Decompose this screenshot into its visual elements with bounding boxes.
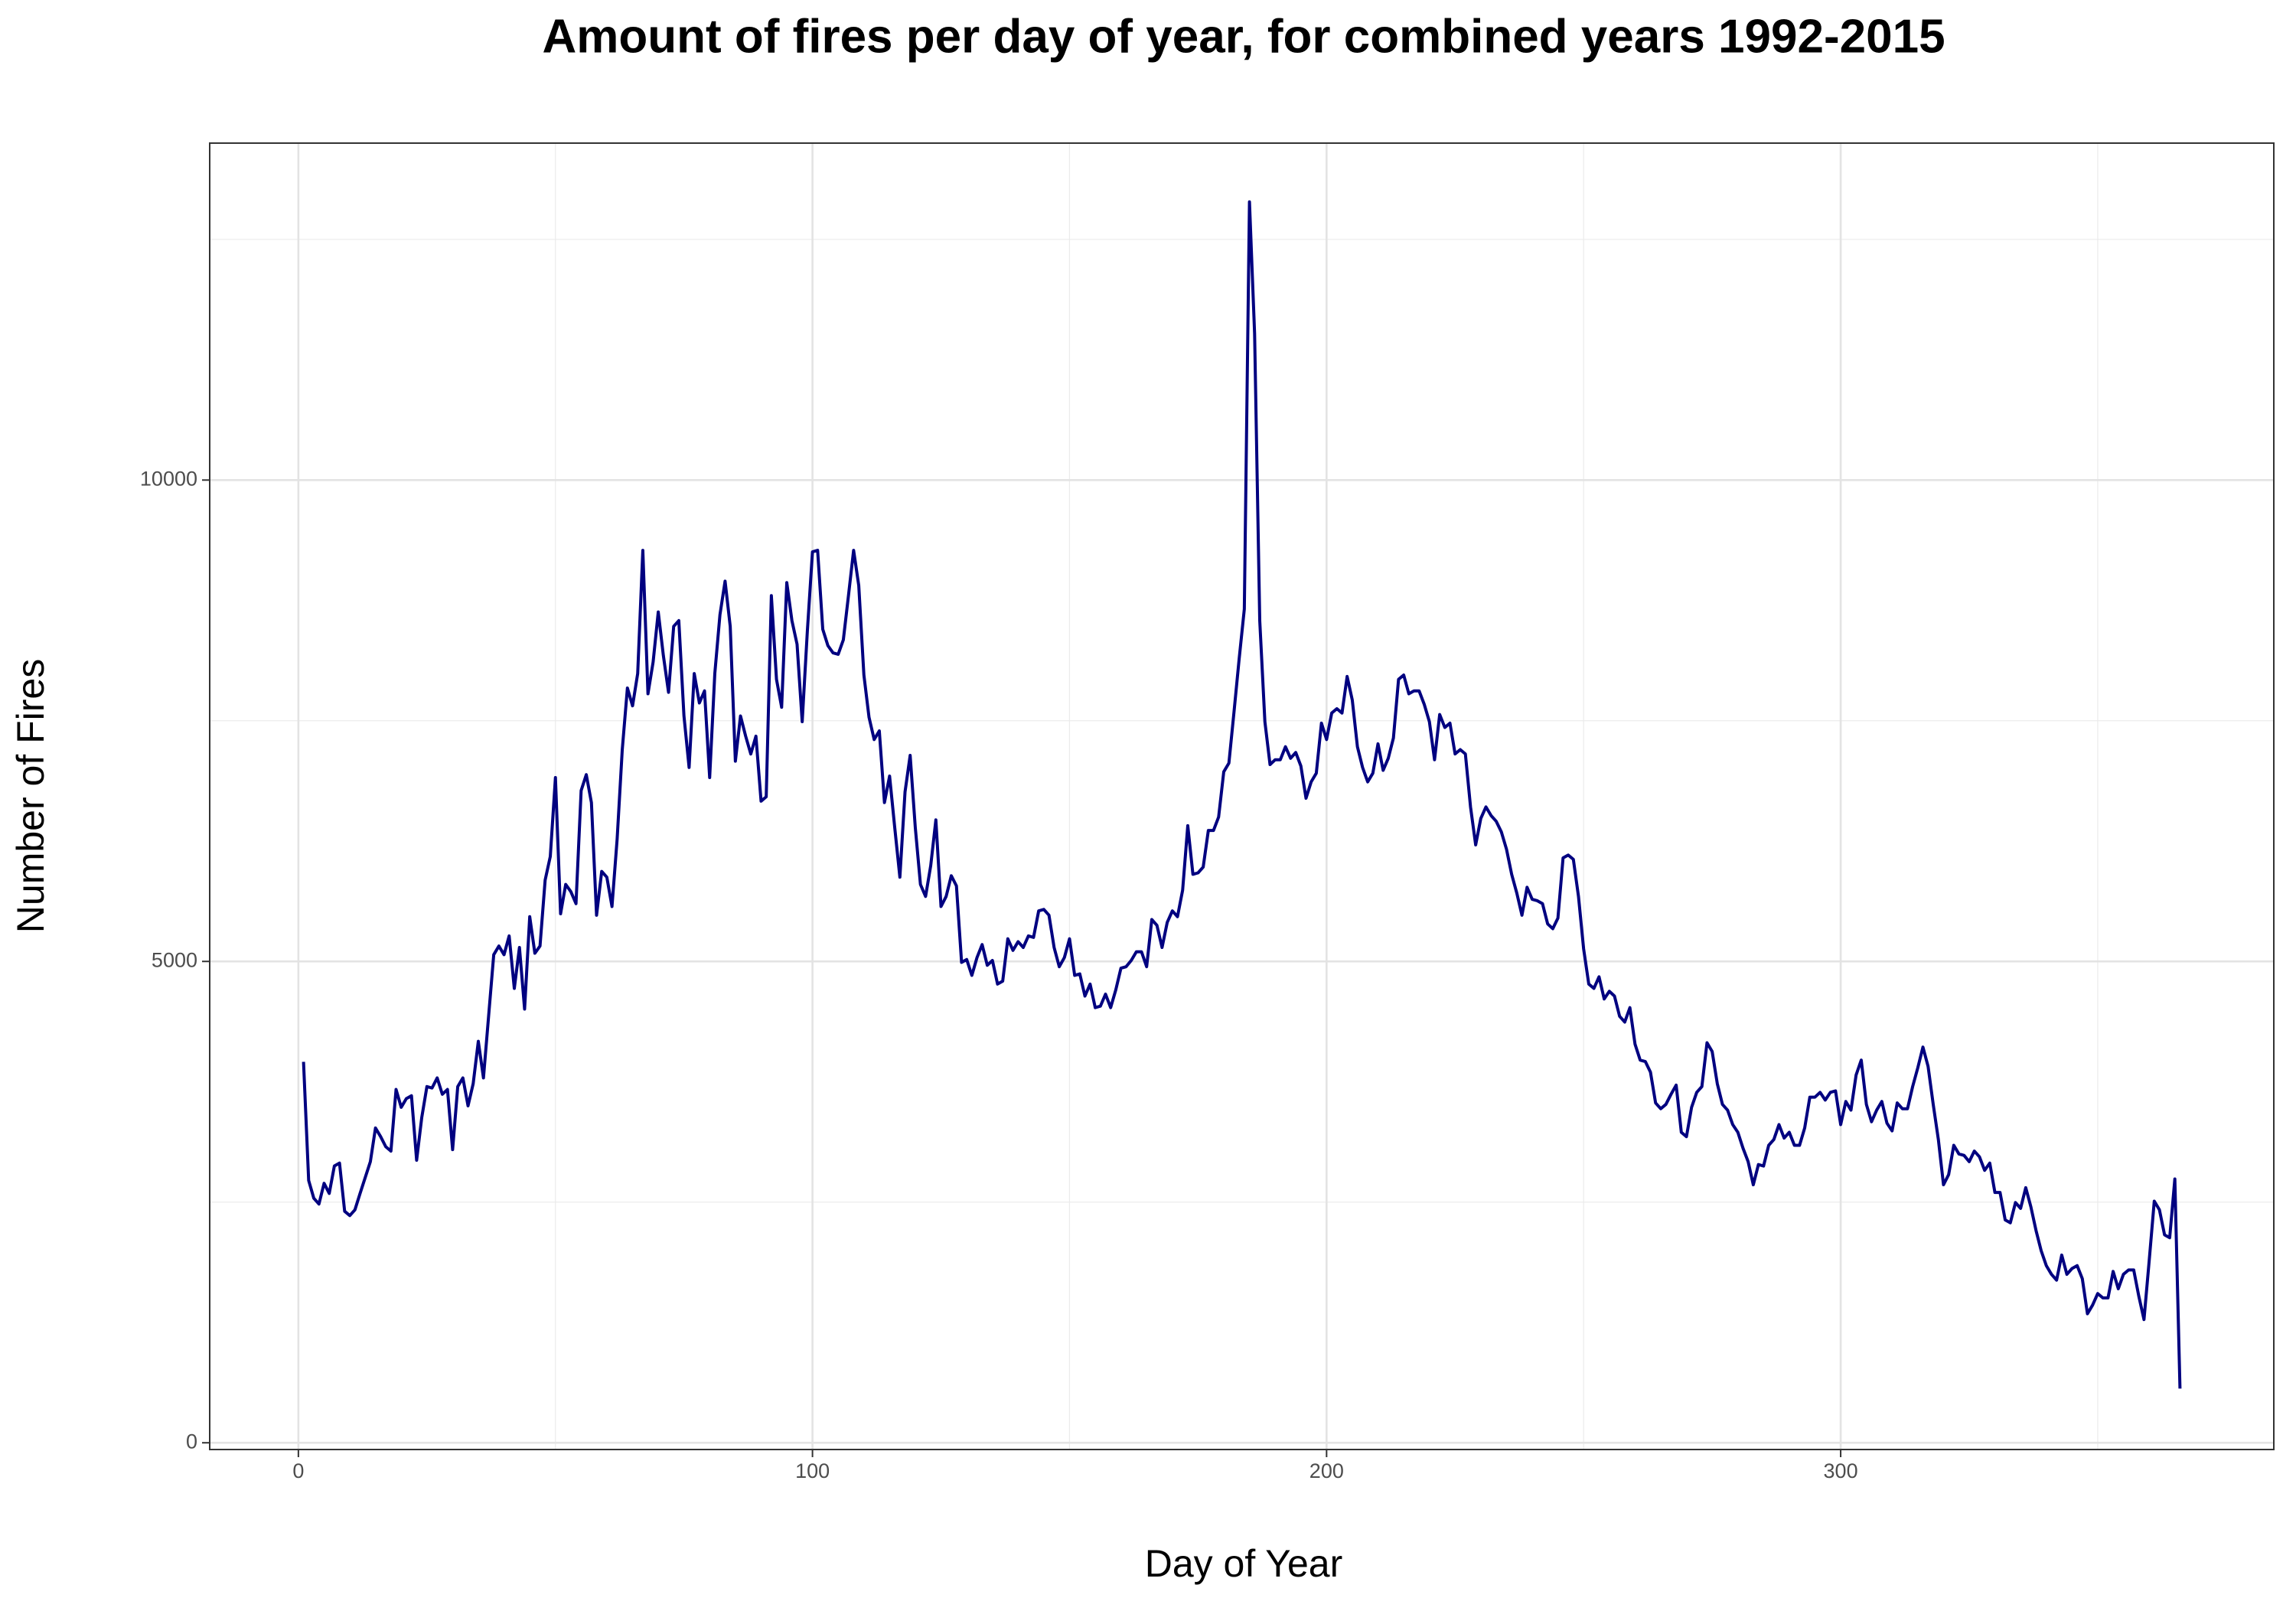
x-tick-label: 100 [795, 1459, 830, 1482]
plot-background [210, 143, 2274, 1450]
x-tick-label: 300 [1824, 1459, 1858, 1482]
plot-border [209, 142, 2275, 1450]
x-axis-title: Day of Year [1145, 1542, 1343, 1585]
chart-title: Amount of fires per day of year, for com… [542, 10, 1945, 63]
y-tick-label: 10000 [140, 467, 197, 490]
x-tick-label: 0 [292, 1459, 304, 1482]
y-axis-title: Number of Fires [9, 659, 52, 933]
data-line [302, 200, 2182, 1389]
y-tick-label: 5000 [152, 948, 197, 971]
y-tick-label: 0 [186, 1430, 197, 1453]
x-tick-label: 200 [1309, 1459, 1344, 1482]
